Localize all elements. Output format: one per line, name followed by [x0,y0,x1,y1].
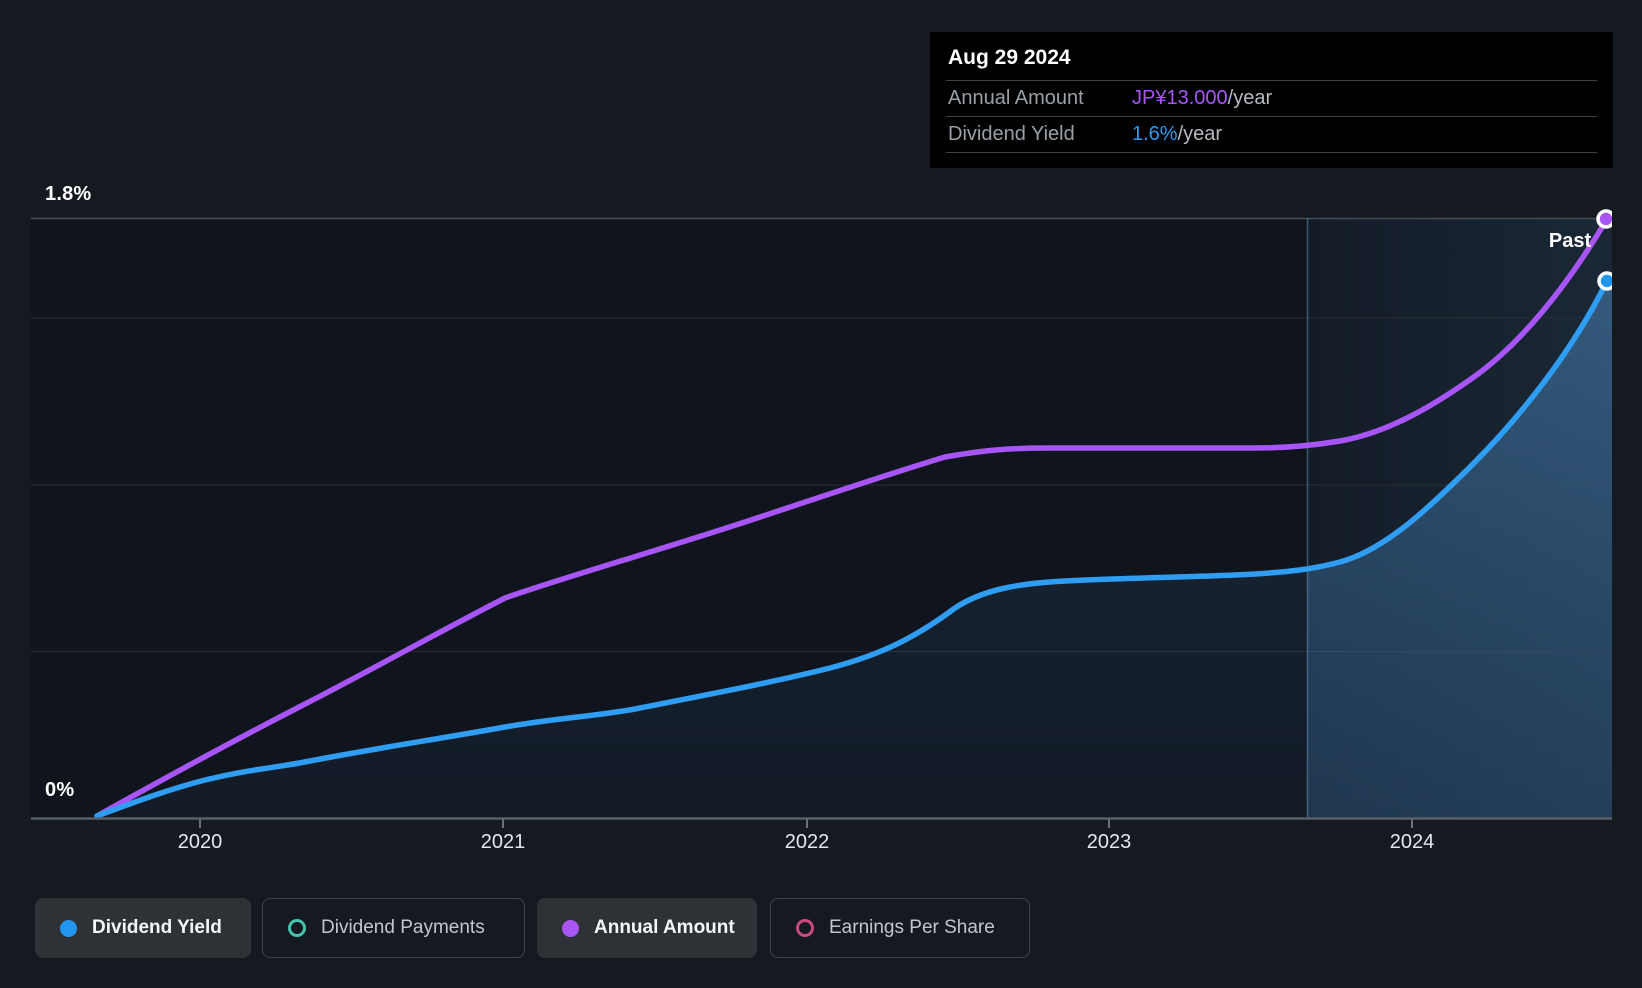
legend-label-earnings-per-share: Earnings Per Share [829,917,995,938]
x-axis-label-2021: 2021 [480,831,526,853]
dividend-yield-area-fill-recent [1307,281,1612,818]
tooltip-row-dividend-yield: Dividend Yield 1.6% /year [946,117,1597,153]
legend-button-earnings-per-share[interactable]: Earnings Per Share [770,898,1030,958]
annual-amount-endpoint-dot [1596,209,1612,229]
x-axis-label-2022: 2022 [784,831,830,853]
annual-amount-value: JP¥13.000 [1132,87,1228,109]
past-label: Past [1548,230,1592,252]
dividend-yield-endpoint-dot [1597,271,1612,291]
x-axis-label-2024: 2024 [1389,831,1435,853]
tooltip: Aug 29 2024 Annual Amount JP¥13.000 /yea… [930,32,1613,168]
tooltip-row-annual-amount: Annual Amount JP¥13.000 /year [946,81,1597,117]
x-axis-label-2020: 2020 [177,831,223,853]
annual-amount-curve [94,216,1610,819]
legend-button-annual-amount[interactable]: Annual Amount [537,898,757,958]
y-axis-label-min: 0% [45,779,75,801]
tooltip-label-annual-amount: Annual Amount [948,87,1084,109]
dividend-yield-value: 1.6% [1132,123,1178,145]
legend-button-dividend-payments[interactable]: Dividend Payments [262,898,525,958]
x-axis-label-2023: 2023 [1086,831,1132,853]
legend-label-annual-amount: Annual Amount [594,917,735,938]
dividend-yield-area-fill [97,568,1308,818]
legend-button-dividend-yield[interactable]: Dividend Yield [35,898,251,958]
tooltip-date: Aug 29 2024 [946,32,1597,81]
dividend-yield-marker-icon [60,919,77,937]
annual-amount-marker-icon [562,919,579,937]
tooltip-label-dividend-yield: Dividend Yield [948,123,1075,145]
earnings-per-share-marker-icon [796,919,814,937]
x-axis-ticks [199,819,1413,828]
legend-label-dividend-payments: Dividend Payments [321,917,485,938]
dividend-yield-curve [94,278,1610,819]
legend-label-dividend-yield: Dividend Yield [92,917,222,938]
dividend-payments-marker-icon [288,919,306,937]
y-axis-label-max: 1.8% [45,183,92,205]
annual-amount-suffix: /year [1227,87,1273,109]
dividend-yield-suffix: /year [1177,123,1223,145]
